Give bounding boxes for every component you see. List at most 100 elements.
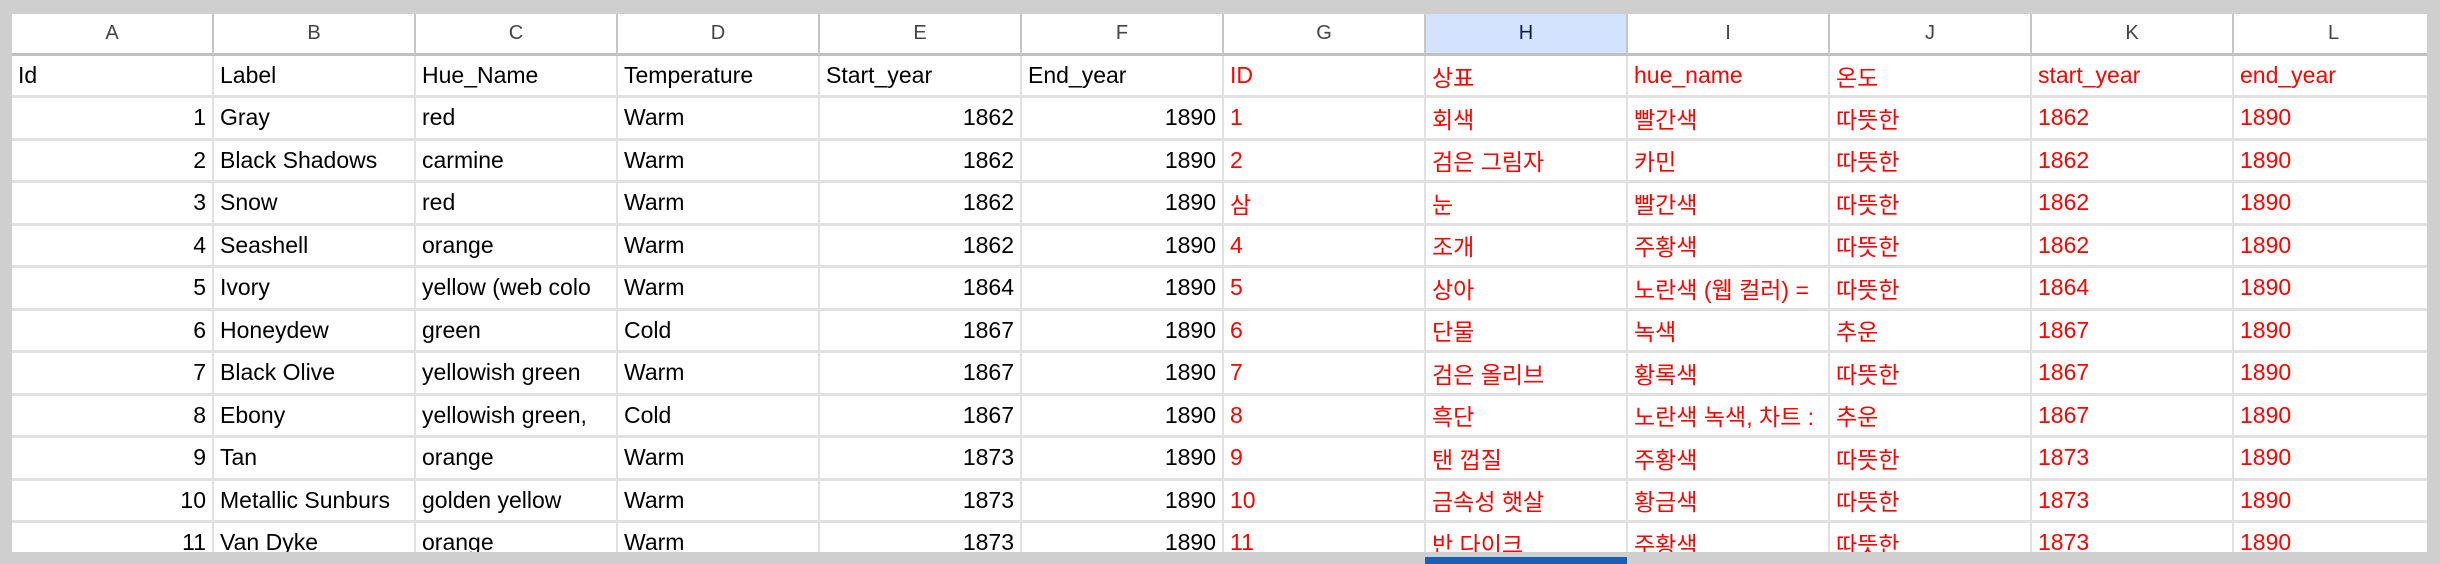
- cell-g[interactable]: 7: [1224, 353, 1426, 396]
- cell-a[interactable]: 8: [12, 395, 214, 438]
- cell-l[interactable]: 1890: [2234, 98, 2427, 141]
- column-header-c[interactable]: C: [416, 14, 618, 56]
- cell-j[interactable]: 추운: [1830, 310, 2032, 353]
- cell-b[interactable]: Snow: [214, 183, 416, 226]
- cell-j[interactable]: 따뜻한: [1830, 353, 2032, 396]
- cell-c[interactable]: orange: [416, 438, 618, 481]
- header-cell-f[interactable]: End_year: [1022, 56, 1224, 98]
- cell-b[interactable]: Tan: [214, 438, 416, 481]
- column-header-g[interactable]: G: [1224, 14, 1426, 56]
- cell-d[interactable]: Warm: [618, 268, 820, 311]
- cell-i[interactable]: 노란색 녹색, 차트 :: [1628, 395, 1830, 438]
- cell-g[interactable]: 삼: [1224, 183, 1426, 226]
- cell-b[interactable]: Van Dyke: [214, 523, 416, 552]
- cell-a[interactable]: 3: [12, 183, 214, 226]
- column-header-a[interactable]: A: [12, 14, 214, 56]
- cell-b[interactable]: Black Shadows: [214, 140, 416, 183]
- cell-f[interactable]: 1890: [1022, 438, 1224, 481]
- horizontal-scrollbar[interactable]: [0, 552, 2440, 564]
- cell-k[interactable]: 1862: [2032, 98, 2234, 141]
- cell-l[interactable]: 1890: [2234, 523, 2427, 552]
- column-header-e[interactable]: E: [820, 14, 1022, 56]
- cell-k[interactable]: 1864: [2032, 268, 2234, 311]
- cell-g[interactable]: 11: [1224, 523, 1426, 552]
- cell-d[interactable]: Warm: [618, 438, 820, 481]
- cell-h[interactable]: 회색: [1426, 98, 1628, 141]
- cell-g[interactable]: 4: [1224, 225, 1426, 268]
- cell-b[interactable]: Honeydew: [214, 310, 416, 353]
- column-header-d[interactable]: D: [618, 14, 820, 56]
- header-cell-c[interactable]: Hue_Name: [416, 56, 618, 98]
- cell-g[interactable]: 10: [1224, 480, 1426, 523]
- cell-f[interactable]: 1890: [1022, 140, 1224, 183]
- cell-d[interactable]: Warm: [618, 183, 820, 226]
- cell-i[interactable]: 황록색: [1628, 353, 1830, 396]
- cell-a[interactable]: 9: [12, 438, 214, 481]
- cell-d[interactable]: Warm: [618, 523, 820, 552]
- cell-g[interactable]: 9: [1224, 438, 1426, 481]
- cell-g[interactable]: 6: [1224, 310, 1426, 353]
- cell-k[interactable]: 1867: [2032, 395, 2234, 438]
- cell-e[interactable]: 1862: [820, 183, 1022, 226]
- header-cell-a[interactable]: Id: [12, 56, 214, 98]
- cell-i[interactable]: 녹색: [1628, 310, 1830, 353]
- cell-e[interactable]: 1867: [820, 395, 1022, 438]
- cell-j[interactable]: 따뜻한: [1830, 140, 2032, 183]
- cell-j[interactable]: 따뜻한: [1830, 183, 2032, 226]
- cell-e[interactable]: 1873: [820, 480, 1022, 523]
- cell-h[interactable]: 눈: [1426, 183, 1628, 226]
- cell-c[interactable]: yellowish green: [416, 353, 618, 396]
- cell-h[interactable]: 조개: [1426, 225, 1628, 268]
- cell-k[interactable]: 1873: [2032, 438, 2234, 481]
- cell-i[interactable]: 빨간색: [1628, 98, 1830, 141]
- cell-i[interactable]: 빨간색: [1628, 183, 1830, 226]
- cell-i[interactable]: 주황색: [1628, 225, 1830, 268]
- header-cell-i[interactable]: hue_name: [1628, 56, 1830, 98]
- header-cell-l[interactable]: end_year: [2234, 56, 2427, 98]
- cell-l[interactable]: 1890: [2234, 141, 2427, 183]
- column-header-i[interactable]: I: [1628, 14, 1830, 56]
- cell-b[interactable]: Gray: [214, 98, 416, 141]
- cell-k[interactable]: 1862: [2032, 140, 2234, 183]
- cell-k[interactable]: 1873: [2032, 480, 2234, 523]
- header-cell-g[interactable]: ID: [1224, 56, 1426, 98]
- cell-f[interactable]: 1890: [1022, 268, 1224, 311]
- cell-i[interactable]: 카민: [1628, 140, 1830, 183]
- cell-k[interactable]: 1873: [2032, 523, 2234, 552]
- cell-h[interactable]: 금속성 햇살: [1426, 480, 1628, 523]
- cell-a[interactable]: 1: [12, 98, 214, 141]
- cell-f[interactable]: 1890: [1022, 523, 1224, 552]
- vertical-scrollbar[interactable]: [2427, 0, 2440, 564]
- cell-e[interactable]: 1873: [820, 438, 1022, 481]
- cell-f[interactable]: 1890: [1022, 353, 1224, 396]
- cell-i[interactable]: 황금색: [1628, 480, 1830, 523]
- cell-e[interactable]: 1867: [820, 353, 1022, 396]
- cell-l[interactable]: 1890: [2234, 183, 2427, 226]
- cell-c[interactable]: orange: [416, 523, 618, 552]
- cell-h[interactable]: 흑단: [1426, 395, 1628, 438]
- cell-h[interactable]: 단물: [1426, 310, 1628, 353]
- cell-c[interactable]: carmine: [416, 140, 618, 183]
- cell-d[interactable]: Cold: [618, 395, 820, 438]
- cell-f[interactable]: 1890: [1022, 225, 1224, 268]
- cell-j[interactable]: 따뜻한: [1830, 98, 2032, 141]
- cell-l[interactable]: 1890: [2234, 226, 2427, 268]
- cell-k[interactable]: 1862: [2032, 183, 2234, 226]
- cell-j[interactable]: 따뜻한: [1830, 225, 2032, 268]
- cell-e[interactable]: 1862: [820, 98, 1022, 141]
- cell-k[interactable]: 1867: [2032, 310, 2234, 353]
- cell-l[interactable]: 1890: [2234, 438, 2427, 481]
- cell-g[interactable]: 1: [1224, 98, 1426, 141]
- cell-a[interactable]: 4: [12, 225, 214, 268]
- cell-g[interactable]: 5: [1224, 268, 1426, 311]
- cell-c[interactable]: red: [416, 183, 618, 226]
- cell-g[interactable]: 8: [1224, 395, 1426, 438]
- cell-j[interactable]: 따뜻한: [1830, 523, 2032, 552]
- cell-e[interactable]: 1864: [820, 268, 1022, 311]
- header-cell-e[interactable]: Start_year: [820, 56, 1022, 98]
- cell-c[interactable]: golden yellow: [416, 480, 618, 523]
- cell-l[interactable]: 1890: [2234, 353, 2427, 396]
- cell-i[interactable]: 노란색 (웹 컬러) =: [1628, 268, 1830, 311]
- cell-l[interactable]: 1890: [2234, 481, 2427, 523]
- cell-i[interactable]: 주황색: [1628, 523, 1830, 552]
